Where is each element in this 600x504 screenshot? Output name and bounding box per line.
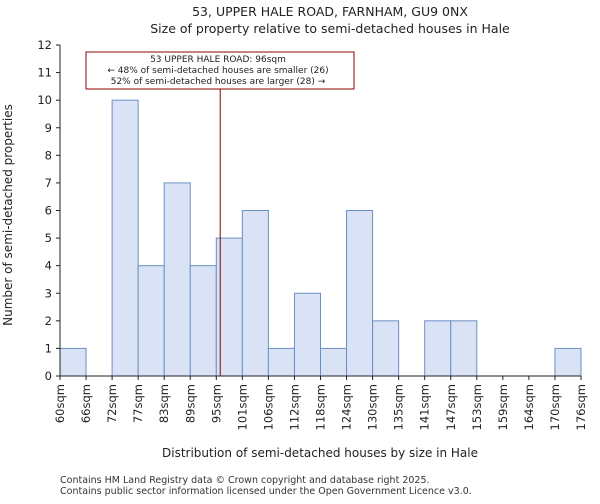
- bar-170sqm: [554, 347, 582, 377]
- y-tick-label: 11: [37, 66, 52, 80]
- x-tick-label: 170sqm: [548, 384, 562, 430]
- bar-60sqm: [59, 347, 87, 377]
- bar-89sqm: [189, 265, 217, 377]
- x-axis-label: Distribution of semi-detached houses by …: [162, 446, 478, 460]
- bar-130sqm: [372, 320, 400, 377]
- x-tick-label: 95sqm: [209, 384, 223, 423]
- y-tick-label: 8: [45, 148, 52, 162]
- bar-118sqm: [320, 347, 348, 377]
- y-tick-label: 1: [45, 341, 52, 355]
- x-tick-label: 89sqm: [183, 384, 197, 423]
- y-tick-label: 0: [45, 369, 52, 383]
- bar-72sqm: [111, 99, 139, 377]
- y-tick-label: 2: [45, 314, 52, 328]
- x-tick-label: 159sqm: [496, 384, 510, 430]
- x-tick-label: 77sqm: [131, 384, 145, 423]
- chart-subtitle: Size of property relative to semi-detach…: [150, 21, 510, 36]
- bar-83sqm: [163, 182, 191, 377]
- bar-147sqm: [450, 320, 478, 377]
- y-tick-label: 5: [45, 231, 52, 245]
- bar-112sqm: [293, 292, 322, 377]
- annotation-box: 53 UPPER HALE ROAD: 96sqm ← 48% of semi-…: [85, 51, 355, 90]
- x-tick-label: 130sqm: [366, 384, 380, 430]
- x-tick-label: 60sqm: [53, 384, 67, 423]
- y-tick-label: 12: [37, 38, 52, 52]
- bar-106sqm: [267, 347, 295, 377]
- x-tick-label: 101sqm: [235, 384, 249, 430]
- annotation-line-1: 53 UPPER HALE ROAD: 96sqm: [150, 55, 286, 65]
- x-tick-label: 124sqm: [340, 384, 354, 430]
- x-tick-label: 153sqm: [470, 384, 484, 430]
- footer-line-1: Contains HM Land Registry data © Crown c…: [60, 475, 430, 486]
- footer-line-2: Contains public sector information licen…: [60, 486, 472, 497]
- bar-101sqm: [241, 210, 269, 377]
- bar-124sqm: [346, 210, 374, 377]
- x-tick-label: 106sqm: [261, 384, 275, 430]
- x-tick-label: 147sqm: [444, 384, 458, 430]
- x-tick-label: 66sqm: [79, 384, 93, 423]
- chart-title: 53, UPPER HALE ROAD, FARNHAM, GU9 0NX: [192, 4, 468, 19]
- x-tick-label: 83sqm: [157, 384, 171, 423]
- y-tick-label: 6: [45, 204, 52, 218]
- annotation-frame: [85, 51, 355, 90]
- bar-77sqm: [137, 265, 165, 377]
- x-tick-label: 141sqm: [418, 384, 432, 430]
- annotation-line-2: ← 48% of semi-detached houses are smalle…: [107, 66, 328, 76]
- y-axis-label: Number of semi-detached properties: [1, 104, 15, 326]
- x-tick-label: 164sqm: [522, 384, 536, 430]
- x-tick-label: 118sqm: [314, 384, 328, 430]
- y-tick-label: 3: [45, 286, 52, 300]
- bar-141sqm: [424, 320, 452, 377]
- annotation-line-3: 52% of semi-detached houses are larger (…: [111, 77, 326, 87]
- y-tick-label: 9: [45, 121, 52, 135]
- x-tick-label: 135sqm: [392, 384, 406, 430]
- bars: [59, 99, 582, 377]
- y-tick-label: 10: [37, 93, 52, 107]
- x-axis-ticks: 60sqm 66sqm 72sqm 77sqm 83sqm 89sqm 95sqm 101sq…: [53, 376, 588, 430]
- y-tick-label: 4: [45, 259, 52, 273]
- y-tick-label: 7: [45, 176, 52, 190]
- x-tick-label: 176sqm: [574, 384, 588, 430]
- x-tick-label: 72sqm: [105, 384, 119, 423]
- x-tick-label: 112sqm: [287, 384, 301, 430]
